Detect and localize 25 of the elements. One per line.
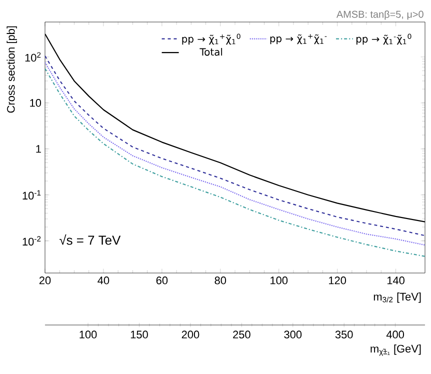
x-tick-label: 20 bbox=[39, 276, 51, 284]
text: AMSB: tanβ=5, μ>0 bbox=[336, 10, 424, 20]
x2-axis-title: m$_{χ̃±₁}$ [GeV] bbox=[370, 344, 421, 356]
y-tick-label: 10 bbox=[30, 99, 42, 107]
y-tick-label: 10$^{-1}$ bbox=[22, 190, 41, 200]
legend-label: Total bbox=[200, 48, 222, 56]
y-tick-label: 10$^{2}$ bbox=[25, 52, 41, 62]
y-tick-label: 1 bbox=[36, 145, 41, 153]
x2-tick-label: 250 bbox=[233, 330, 250, 338]
x2-tick-label: 400 bbox=[386, 330, 404, 338]
x-tick-label: 40 bbox=[98, 276, 110, 284]
x2-tick-label: 350 bbox=[335, 330, 353, 338]
x-axis-title: m$_{3/2}$ [TeV] bbox=[374, 292, 421, 303]
x2-tick-label: 100 bbox=[80, 330, 97, 338]
x2-tick-label: 300 bbox=[284, 330, 302, 338]
x-tick-label: 100 bbox=[270, 276, 288, 284]
y-tick-label: 10$^{-2}$ bbox=[22, 236, 41, 246]
x-tick-label: 120 bbox=[328, 276, 346, 284]
x-tick-label: 80 bbox=[214, 276, 226, 284]
x2-tick-label: 200 bbox=[182, 330, 200, 338]
x2-tick-label: 150 bbox=[130, 330, 148, 338]
x-tick-label: 60 bbox=[156, 276, 168, 284]
x-tick-label: 140 bbox=[387, 276, 404, 284]
y-axis-title: Cross section [pb] bbox=[6, 26, 17, 113]
annotation: √s = 7 TeV bbox=[60, 234, 121, 245]
